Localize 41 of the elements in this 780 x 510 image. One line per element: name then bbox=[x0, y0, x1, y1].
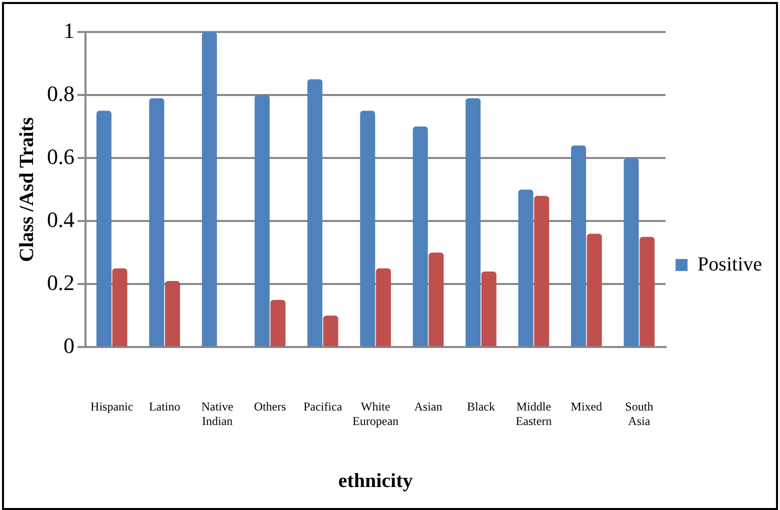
bar bbox=[412, 126, 428, 346]
x-tick-label: Middle Eastern bbox=[516, 400, 552, 428]
bar bbox=[270, 300, 286, 346]
bar bbox=[112, 268, 128, 346]
x-tick-label: White European bbox=[352, 400, 399, 428]
x-tick-label: Latino bbox=[148, 400, 180, 414]
y-tick-label: 0.8 bbox=[47, 80, 74, 106]
x-tick-label: South Asia bbox=[625, 400, 654, 428]
bar bbox=[202, 32, 217, 346]
bar bbox=[481, 272, 496, 346]
y-axis-title: Class /Asd Traits bbox=[16, 116, 38, 262]
x-tick-label: Native Indian bbox=[201, 400, 234, 428]
x-tick-label: Pacifica bbox=[303, 400, 343, 414]
bar bbox=[534, 196, 550, 346]
bar bbox=[571, 145, 586, 346]
bar bbox=[149, 98, 164, 346]
x-tick-label: Asian bbox=[414, 400, 442, 414]
bar bbox=[518, 190, 534, 346]
y-tick-label: 0 bbox=[64, 332, 74, 358]
x-tick-label: Black bbox=[466, 400, 495, 414]
bar bbox=[164, 281, 180, 346]
bar bbox=[376, 268, 391, 346]
bar bbox=[428, 252, 444, 346]
bar bbox=[254, 95, 270, 346]
x-axis-title: ethnicity bbox=[338, 470, 413, 492]
bar bbox=[323, 316, 338, 346]
x-tick-label: Mixed bbox=[570, 400, 602, 414]
bar bbox=[307, 79, 322, 346]
bar bbox=[640, 236, 655, 346]
bar bbox=[96, 110, 112, 346]
x-tick-label: Hispanic bbox=[90, 400, 134, 414]
bar bbox=[360, 110, 376, 346]
bar bbox=[586, 234, 602, 346]
bar bbox=[466, 98, 481, 346]
x-tick-label: Others bbox=[254, 400, 286, 414]
y-tick-label: 0.4 bbox=[47, 206, 74, 232]
y-tick-label: 0.6 bbox=[47, 144, 74, 169]
y-tick-label: 0.2 bbox=[47, 270, 74, 295]
bar bbox=[624, 158, 639, 346]
legend-label: Positive bbox=[698, 253, 762, 276]
y-tick-label: 1 bbox=[64, 18, 74, 43]
